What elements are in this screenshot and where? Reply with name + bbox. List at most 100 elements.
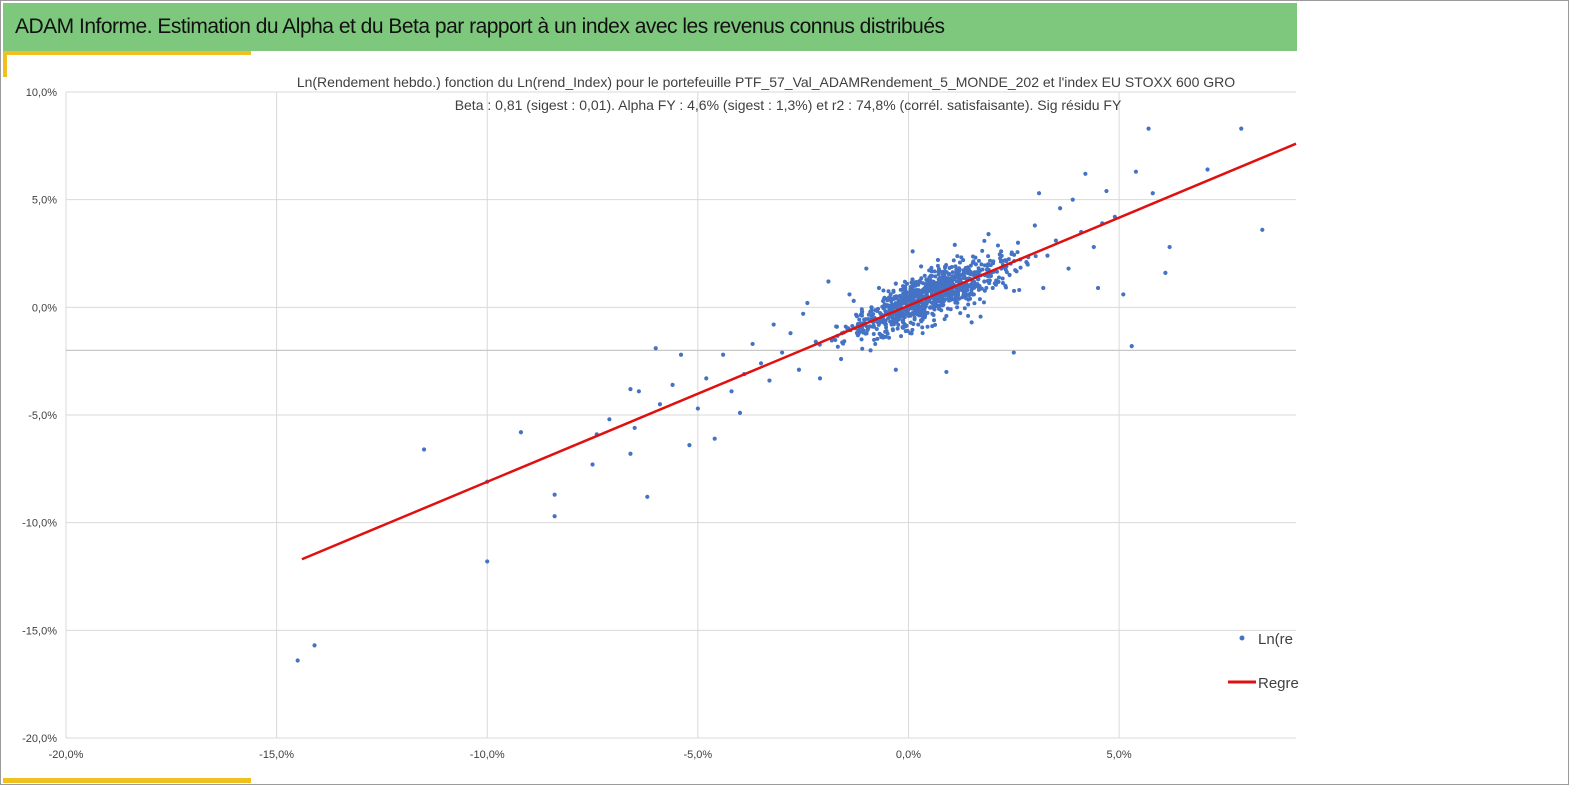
x-tick-label: 5,0% — [1107, 749, 1132, 761]
data-point — [940, 303, 945, 308]
data-point — [904, 323, 909, 328]
data-point — [923, 282, 928, 287]
data-point — [893, 281, 898, 286]
data-point — [977, 297, 982, 302]
data-point — [891, 288, 896, 293]
data-point — [961, 284, 966, 289]
data-point — [986, 254, 991, 259]
data-point — [930, 274, 935, 279]
data-point — [969, 288, 974, 293]
data-point — [956, 289, 961, 294]
data-point — [882, 296, 887, 301]
data-point — [916, 322, 921, 327]
data-point — [1013, 268, 1018, 273]
data-point — [888, 319, 893, 324]
data-point — [864, 266, 869, 271]
data-point — [886, 289, 891, 294]
data-point — [980, 267, 985, 272]
legend-marker-points — [1239, 635, 1245, 641]
data-point — [935, 263, 940, 268]
data-point — [1036, 191, 1042, 196]
data-point — [1000, 280, 1005, 285]
accent-bar-bottom — [3, 778, 251, 783]
data-point — [1004, 259, 1009, 264]
legend-label-points: Ln(re — [1258, 631, 1293, 648]
data-point — [883, 304, 888, 309]
data-point — [918, 280, 923, 285]
data-point — [868, 309, 873, 314]
accent-bar-top — [3, 51, 251, 55]
data-point — [908, 331, 913, 336]
data-point — [835, 344, 840, 349]
accent-bar-left — [3, 51, 7, 77]
data-point — [607, 417, 612, 422]
data-point — [944, 262, 949, 267]
data-point — [920, 331, 925, 336]
data-point — [978, 314, 983, 319]
data-point — [932, 269, 937, 274]
data-point — [962, 274, 967, 279]
data-point — [944, 369, 949, 375]
data-point — [986, 232, 991, 237]
data-point — [1007, 272, 1012, 278]
data-point — [856, 331, 861, 336]
data-point — [750, 341, 755, 347]
data-point — [1070, 197, 1075, 202]
data-point — [1083, 171, 1088, 176]
data-point — [1012, 288, 1017, 293]
data-point — [942, 317, 947, 322]
data-point — [888, 292, 893, 297]
data-point — [937, 268, 942, 273]
data-point — [552, 492, 557, 497]
data-point — [851, 298, 856, 303]
data-point — [876, 285, 882, 291]
data-point — [967, 292, 972, 297]
data-point — [960, 295, 965, 300]
data-point — [940, 285, 945, 290]
data-point — [801, 311, 806, 316]
data-point — [976, 287, 981, 292]
data-point — [920, 313, 925, 318]
data-point — [954, 297, 959, 302]
data-point — [894, 294, 899, 299]
data-point — [779, 350, 785, 355]
data-point — [898, 287, 903, 292]
data-point — [628, 387, 633, 392]
data-point — [908, 287, 913, 292]
data-point — [970, 260, 975, 265]
data-point — [1091, 244, 1096, 250]
data-point — [955, 305, 960, 310]
data-point — [891, 303, 896, 308]
y-tick-label: -5,0% — [28, 410, 57, 422]
data-point — [859, 307, 864, 312]
data-point — [712, 436, 717, 441]
data-point — [884, 328, 889, 333]
data-point — [1000, 276, 1005, 281]
data-point — [1012, 252, 1017, 257]
data-point — [933, 302, 938, 307]
data-point — [678, 352, 684, 357]
data-point — [991, 261, 996, 266]
data-point — [1015, 250, 1020, 255]
data-point — [767, 378, 772, 383]
legend: Ln(re Regre — [1228, 631, 1299, 692]
data-point — [900, 299, 905, 304]
data-point — [891, 322, 896, 327]
data-point — [912, 315, 917, 320]
data-point — [883, 334, 888, 339]
data-point — [962, 292, 967, 297]
data-point — [925, 279, 930, 284]
data-point — [933, 282, 938, 287]
data-point — [954, 271, 959, 276]
data-point — [904, 311, 909, 316]
data-point — [858, 312, 863, 317]
data-point — [997, 252, 1002, 257]
data-point — [887, 335, 892, 340]
legend-label-regression: Regre — [1258, 675, 1299, 692]
x-tick-label: -5,0% — [683, 749, 712, 761]
data-point — [928, 278, 933, 283]
data-point — [1015, 240, 1021, 245]
y-tick-label: -15,0% — [22, 625, 57, 637]
data-point — [975, 282, 980, 287]
